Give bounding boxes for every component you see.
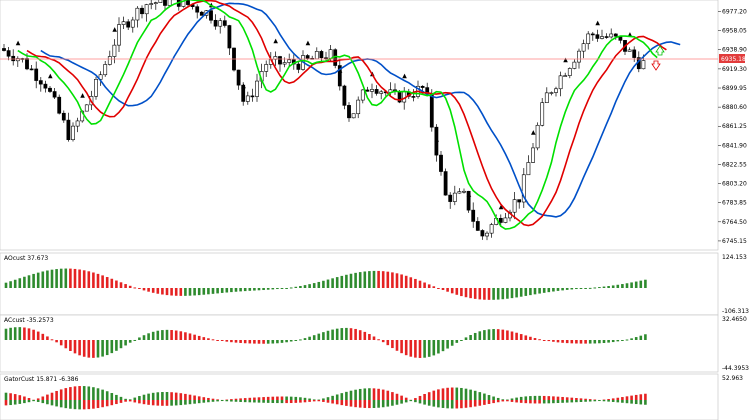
- moving-average-slow-line: [40, 2, 681, 218]
- price-tick-label: 6880.60: [722, 104, 747, 111]
- fractal-up-icon: ▲: [531, 129, 536, 136]
- ao-scale-bottom: -106.313: [722, 308, 749, 315]
- ac-scale-top: 32.4650: [722, 316, 747, 323]
- fractal-up-icon: ▲: [80, 92, 85, 99]
- fractal-up-icon: ▲: [306, 39, 311, 46]
- gator-indicator-label: GatorCust 15.871 -6.386: [4, 376, 79, 383]
- main-price-panel[interactable]: ▲▲▲▲▲▲▲▲▲▲▲▲▲▲▲▲▲▲▲▲ 6977.206958.056938.…: [0, 0, 747, 251]
- fractal-up-icon: ▲: [434, 136, 439, 143]
- signal-arrows: [651, 45, 665, 71]
- ao-indicator-label: AOcust 37.673: [4, 255, 48, 262]
- fractal-up-icon: ▲: [467, 191, 472, 198]
- price-tick-label: 6841.90: [722, 142, 747, 149]
- fractal-up-icon: ▲: [563, 57, 568, 64]
- ac-histogram: [4, 327, 647, 358]
- moving-average-fast-line: [17, 0, 658, 230]
- fractal-up-icon: ▲: [209, 1, 214, 8]
- arrow-down-icon: [651, 60, 661, 71]
- price-tick-label: 6899.95: [722, 85, 747, 92]
- price-tick-label: 6745.15: [722, 238, 747, 245]
- fractal-up-icon: ▲: [402, 73, 407, 80]
- ac-indicator-label: ACcust -35.2573: [4, 317, 54, 324]
- ao-indicator-panel[interactable]: AOcust 37.673 124.153 -106.313: [0, 252, 749, 316]
- fractal-up-icon: ▲: [112, 26, 117, 33]
- price-tick-label: 6919.30: [722, 66, 747, 73]
- price-tick-label: 6764.50: [722, 219, 747, 226]
- price-tick-label: 6977.20: [722, 9, 747, 16]
- ac-indicator-panel[interactable]: ACcust -35.2573 32.4650 -44.3953: [0, 314, 749, 373]
- arrow-up-icon: [655, 45, 665, 56]
- fractal-up-icon: ▲: [499, 204, 504, 211]
- price-tick-label: 6783.85: [722, 200, 747, 207]
- gator-indicator-panel[interactable]: GatorCust 15.871 -6.386 52.963: [0, 373, 743, 420]
- price-tick-label: 6803.20: [722, 181, 747, 188]
- price-tick-label: 6822.55: [722, 161, 747, 168]
- price-tick-label: 6861.25: [722, 123, 747, 130]
- ac-scale-bottom: -44.3953: [722, 365, 749, 372]
- fractal-up-icon: ▲: [338, 67, 343, 74]
- gator-histogram: [4, 386, 647, 410]
- current-price-label: 6935.18: [721, 56, 746, 63]
- price-axis[interactable]: 6977.20 6958.05 6938.90 6919.30 6899.95 6880.…: [718, 9, 747, 245]
- fractal-up-icon: ▲: [273, 37, 278, 44]
- ao-scale-top: 124.153: [722, 254, 747, 261]
- price-tick-label: 6938.90: [722, 47, 747, 54]
- ao-histogram: [4, 268, 647, 300]
- price-tick-label: 6958.05: [722, 28, 747, 35]
- fractal-up-icon: ▲: [628, 31, 633, 38]
- gator-scale-top: 52.963: [722, 375, 743, 382]
- fractal-up-icon: ▲: [241, 82, 246, 89]
- current-price-tag: 6935.18: [719, 54, 746, 63]
- fractal-up-icon: ▲: [595, 19, 600, 26]
- fractal-up-icon: ▲: [48, 73, 53, 80]
- fractal-up-icon: ▲: [16, 39, 21, 46]
